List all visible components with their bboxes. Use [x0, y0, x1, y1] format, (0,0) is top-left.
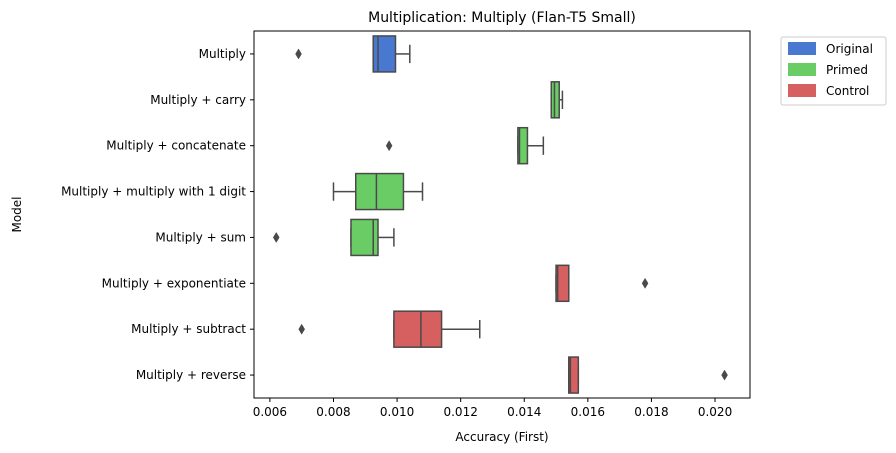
y-axis: Multiply Multiply + carry Multiply + conca…	[61, 47, 254, 382]
box-group	[332, 172, 424, 211]
box-group	[298, 310, 481, 348]
box-iqr	[568, 356, 580, 394]
legend-swatch	[788, 63, 816, 76]
x-tick-label: 0.012	[443, 405, 477, 419]
x-tick-label: 0.020	[698, 405, 732, 419]
outlier-point	[272, 231, 280, 243]
box-iqr	[354, 172, 405, 211]
box-group	[555, 264, 649, 303]
x-tick-label: 0.006	[253, 405, 287, 419]
y-tick-label: Multiply + concatenate	[106, 139, 246, 153]
box-group	[295, 35, 411, 73]
box-iqr	[555, 264, 570, 303]
plot-area	[272, 35, 728, 394]
chart-title: Multiplication: Multiply (Flan-T5 Small)	[368, 10, 636, 26]
y-axis-label: Model	[10, 196, 24, 232]
legend: Original Primed Control	[780, 36, 887, 106]
x-tick-label: 0.016	[571, 405, 605, 419]
box-iqr	[517, 126, 529, 165]
y-tick-label: Multiply + exponentiate	[102, 276, 246, 290]
box-group	[272, 218, 395, 257]
outlier-point	[721, 369, 728, 381]
y-tick-label: Multiply + subtract	[131, 322, 246, 336]
box-iqr	[372, 35, 397, 73]
outlier-point	[295, 48, 302, 60]
y-tick-label: Multiply + multiply with 1 digit	[61, 185, 246, 199]
y-tick-label: Multiply + sum	[155, 230, 246, 244]
legend-swatch	[788, 42, 816, 55]
outlier-point	[641, 277, 649, 289]
x-tick-label: 0.010	[380, 405, 414, 419]
legend-label: Original	[826, 42, 873, 56]
y-tick-label: Multiply	[199, 47, 246, 61]
x-tick-label: 0.014	[507, 405, 541, 419]
box-iqr	[550, 81, 560, 119]
box-group	[550, 81, 564, 119]
legend-label: Control	[826, 84, 869, 98]
legend-swatch	[788, 84, 816, 97]
x-axis-label: Accuracy (First)	[455, 430, 548, 444]
x-axis: 0.006 0.008 0.010 0.012 0.014 0.016 0.018 0.020	[253, 398, 732, 419]
box-iqr	[393, 310, 443, 348]
box-group	[385, 126, 545, 165]
x-tick-label: 0.018	[634, 405, 668, 419]
outlier-point	[385, 140, 393, 152]
legend-label: Primed	[826, 63, 868, 77]
box-group	[568, 356, 728, 394]
x-tick-label: 0.008	[316, 405, 350, 419]
y-tick-label: Multiply + reverse	[136, 368, 246, 382]
y-tick-label: Multiply + carry	[150, 93, 246, 107]
outlier-point	[298, 323, 305, 335]
axes-frame	[253, 30, 751, 399]
